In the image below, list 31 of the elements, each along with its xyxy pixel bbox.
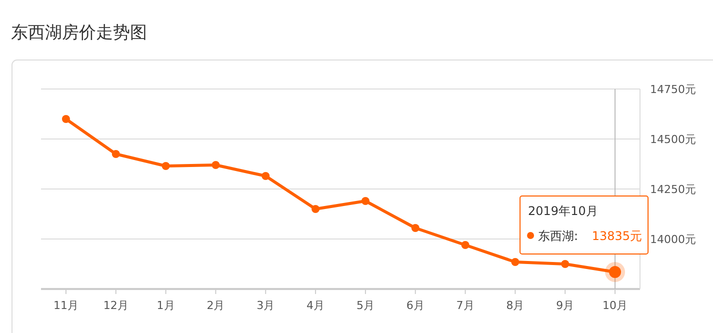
x-tick-label: 12月: [103, 299, 128, 312]
point: [112, 150, 120, 158]
chart-title: 东西湖房价走势图: [11, 23, 147, 43]
x-tick-label: 7月: [456, 299, 474, 312]
x-tick-label: 5月: [356, 299, 374, 312]
y-tick-label: 14000元: [650, 233, 696, 246]
annotation: 2019年10月: [528, 204, 598, 218]
point: [262, 172, 270, 180]
point: [212, 161, 220, 169]
x-tick-label: 9月: [556, 299, 574, 312]
x-tick-label: 11月: [53, 299, 78, 312]
x-tick-label: 1月: [156, 299, 175, 312]
y-tick-label: 14250元: [650, 183, 696, 196]
point: [361, 197, 370, 205]
x-tick-label: 8月: [506, 299, 524, 312]
point: [561, 260, 570, 268]
point: [312, 205, 320, 213]
x-tick-label: 6月: [406, 299, 424, 312]
x-tick-label: 3月: [256, 299, 275, 312]
y-tick-label: 14750元: [650, 83, 696, 96]
x-tick-label: 10月: [602, 299, 628, 312]
point: [411, 224, 420, 232]
point: [162, 162, 170, 170]
point: [461, 241, 470, 249]
x-tick-label: 2月: [206, 299, 225, 312]
data-label: 13835元: [592, 229, 642, 243]
x-tick-label: 4月: [306, 299, 325, 312]
legend-label: 东西湖:: [538, 229, 578, 243]
point: [511, 258, 520, 266]
y-tick-label: 14500元: [650, 133, 696, 146]
point: [62, 115, 70, 123]
